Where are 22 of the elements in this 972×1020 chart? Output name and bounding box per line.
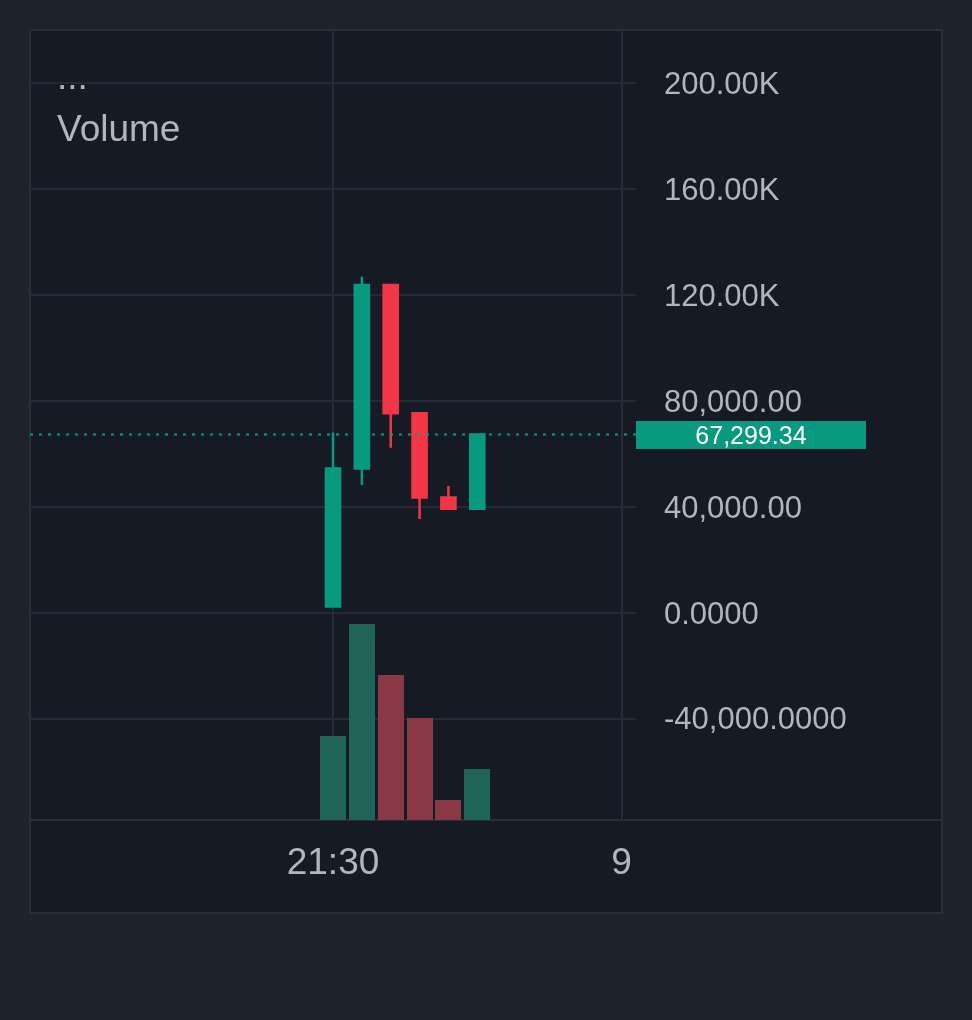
y-tick-label: -40,000.0000: [664, 701, 847, 737]
y-tick-label: 120.00K: [664, 277, 780, 313]
y-tick-label: 40,000.00: [664, 489, 802, 525]
bar: [320, 736, 346, 820]
candlestick: [411, 412, 428, 521]
x-tick-label: 21:30: [286, 841, 380, 882]
y-tick-label: 80,000.00: [664, 383, 802, 419]
x-tick-label: 9: [611, 841, 632, 882]
bar: [349, 624, 375, 820]
y-tick-label: 200.00K: [664, 66, 780, 102]
bar: [378, 675, 404, 820]
bar: [435, 800, 461, 820]
y-tick-label: 160.00K: [664, 171, 780, 207]
annotation: Volume: [57, 108, 181, 149]
candlestick: [382, 283, 400, 450]
bar: [464, 769, 490, 820]
y-tick-label: 0.0000: [664, 595, 759, 631]
annotation: ...: [57, 56, 88, 97]
ref-line-label: 67,299.34: [695, 421, 807, 449]
candlestick: [324, 431, 342, 608]
candlestick: [440, 484, 457, 510]
bar: [407, 718, 433, 820]
